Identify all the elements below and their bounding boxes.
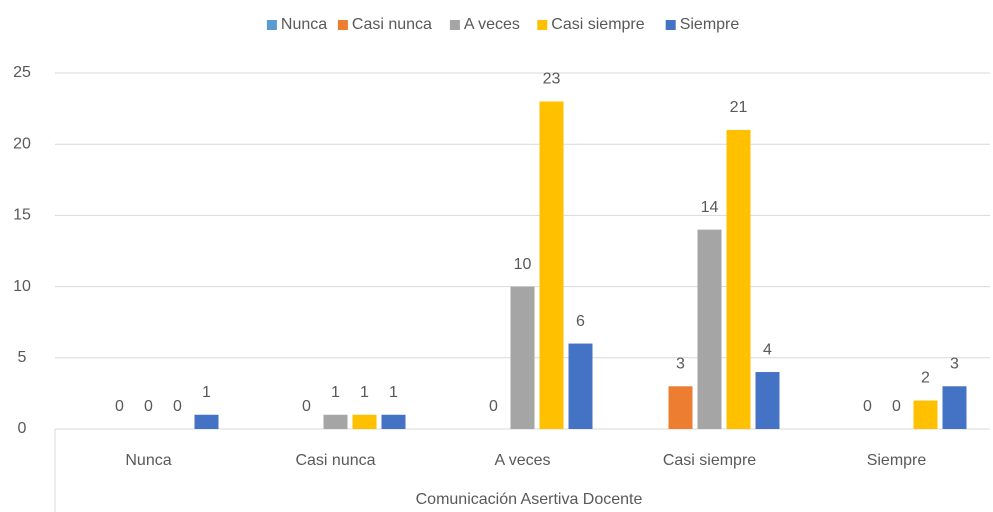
value-label: 1 — [389, 384, 398, 401]
bar — [194, 414, 219, 429]
value-label: 1 — [360, 384, 369, 401]
x-tick-label: Siempre — [867, 452, 927, 469]
bar — [697, 229, 722, 429]
value-label: 0 — [489, 398, 498, 415]
legend-label: Casi nunca — [352, 16, 432, 33]
value-label: 23 — [543, 71, 561, 88]
legend-swatch — [537, 20, 548, 30]
legend-label: Siempre — [680, 16, 740, 33]
value-label: 6 — [576, 313, 585, 330]
x-tick-label: Casi siempre — [663, 452, 756, 469]
bar — [510, 286, 535, 429]
legend-swatch — [337, 20, 348, 30]
bar — [539, 101, 564, 429]
value-label: 0 — [302, 398, 311, 415]
value-label: 21 — [730, 99, 748, 116]
value-label: 0 — [863, 398, 872, 415]
value-label: 1 — [202, 384, 211, 401]
value-label: 4 — [763, 341, 772, 358]
legend-swatch — [449, 20, 460, 30]
legend-swatch — [266, 20, 277, 30]
value-label: 10 — [514, 256, 532, 273]
value-label: 14 — [701, 199, 719, 216]
bar — [323, 414, 348, 429]
value-label: 0 — [144, 398, 153, 415]
y-tick-label: 0 — [18, 420, 27, 437]
bar — [942, 386, 967, 429]
bar — [913, 400, 938, 429]
y-tick-label: 10 — [13, 278, 31, 295]
value-label: 0 — [115, 398, 124, 415]
value-label: 0 — [173, 398, 182, 415]
bar — [352, 414, 377, 429]
value-label: 0 — [892, 398, 901, 415]
x-tick-label: Casi nunca — [295, 452, 375, 469]
bar — [568, 343, 593, 429]
x-tick-label: Nunca — [125, 452, 171, 469]
bar — [755, 372, 780, 429]
y-tick-label: 20 — [13, 135, 31, 152]
y-tick-label: 15 — [13, 207, 31, 224]
legend-swatch — [665, 20, 676, 30]
x-axis-label: Comunicación Asertiva Docente — [416, 491, 643, 508]
bar — [726, 129, 751, 429]
legend-label: A veces — [464, 16, 520, 33]
y-tick-label: 5 — [18, 349, 27, 366]
bar — [668, 386, 693, 429]
value-label: 3 — [950, 355, 959, 372]
value-label: 2 — [921, 370, 930, 387]
x-tick-label: A veces — [494, 452, 550, 469]
value-label: 3 — [676, 355, 685, 372]
bar — [381, 414, 406, 429]
value-label: 1 — [331, 384, 340, 401]
legend-label: Casi siempre — [551, 16, 644, 33]
y-tick-label: 25 — [13, 64, 31, 81]
legend-label: Nunca — [281, 16, 327, 33]
